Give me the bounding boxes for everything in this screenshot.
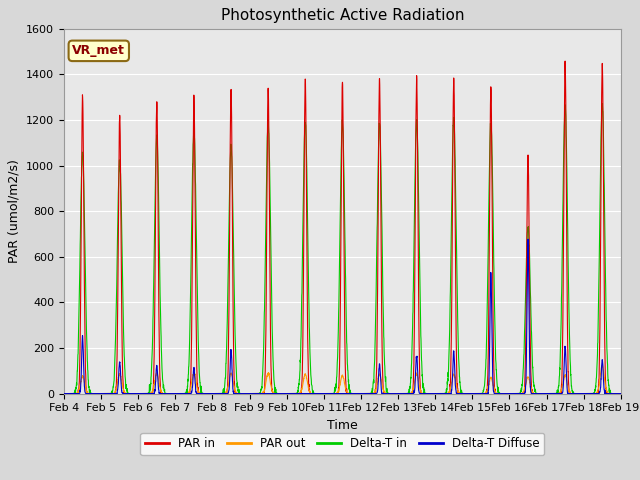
- X-axis label: Time: Time: [327, 419, 358, 432]
- Legend: PAR in, PAR out, Delta-T in, Delta-T Diffuse: PAR in, PAR out, Delta-T in, Delta-T Dif…: [140, 433, 545, 455]
- Title: Photosynthetic Active Radiation: Photosynthetic Active Radiation: [221, 9, 464, 24]
- Text: VR_met: VR_met: [72, 44, 125, 57]
- Y-axis label: PAR (umol/m2/s): PAR (umol/m2/s): [8, 159, 20, 263]
